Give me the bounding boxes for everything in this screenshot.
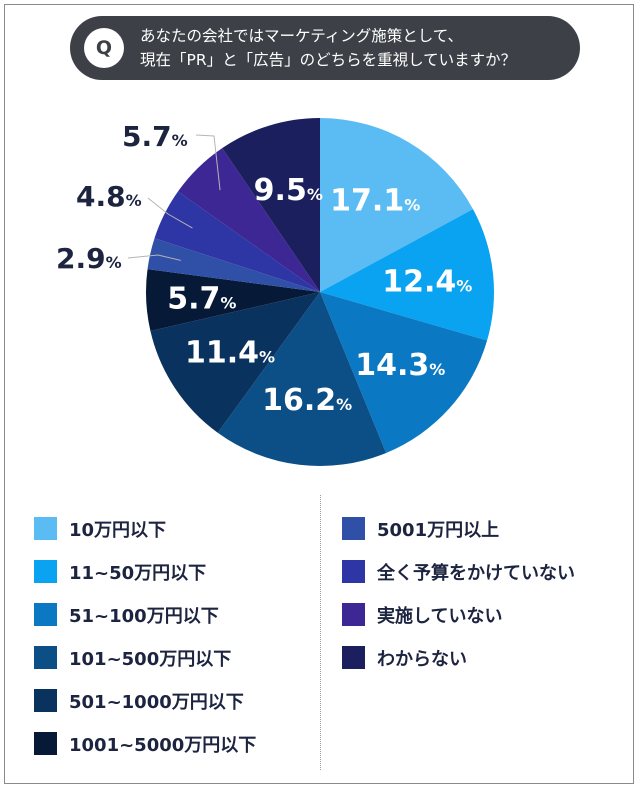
- leader-line: [127, 254, 181, 261]
- legend-item: 10万円以下: [34, 507, 256, 550]
- legend-label: わからない: [377, 648, 467, 670]
- pie-slice: [222, 118, 320, 292]
- legend-item: 1001~5000万円以下: [34, 722, 256, 765]
- pie-slice: [147, 238, 320, 292]
- pie-chart: 17.1% 12.4% 14.3%16.2% 11.4% 5.7% 2.9% 4.8% 5.7…: [56, 118, 494, 466]
- legend-label: 10万円以下: [69, 519, 167, 541]
- legend-swatch: [342, 517, 365, 540]
- legend-right-column: 5001万円以上全く予算をかけていない 実施していない わからない: [342, 507, 575, 679]
- question-badge: Q: [84, 28, 124, 68]
- legend-label: 5001万円以上: [377, 519, 500, 541]
- pie-slice: [320, 292, 488, 453]
- legend-swatch: [34, 732, 57, 755]
- legend-swatch: [34, 517, 57, 540]
- slice-value-label: 2.9%: [56, 242, 122, 275]
- legend-label: 501~1000万円以下: [69, 691, 244, 713]
- legend-label: 実施していない: [377, 605, 503, 627]
- legend-label: 51~100万円以下: [69, 605, 219, 627]
- pie-slice: [320, 209, 494, 341]
- legend-label: 全く予算をかけていない: [377, 562, 575, 584]
- legend-item: 101~500万円以下: [34, 636, 256, 679]
- slice-value-label: 5.7%: [122, 120, 188, 153]
- slice-value-label: 4.8%: [76, 180, 142, 213]
- legend-swatch: [342, 560, 365, 583]
- pie-slice: [217, 292, 387, 466]
- leader-line: [195, 134, 221, 191]
- pie-slice: [177, 148, 320, 292]
- leader-line: [147, 197, 193, 229]
- question-banner: Q あなたの会社ではマーケティング施策として、 現在「PR」と「広告」のどちらを…: [70, 16, 580, 80]
- pie-slice: [320, 118, 474, 292]
- legend-item: わからない: [342, 636, 575, 679]
- legend-swatch: [34, 603, 57, 626]
- slice-value-label: 9.5%: [254, 173, 323, 208]
- legend-swatch: [342, 603, 365, 626]
- question-text: あなたの会社ではマーケティング施策として、 現在「PR」と「広告」のどちらを重視…: [140, 24, 562, 72]
- slice-value-label: 16.2%: [262, 383, 352, 418]
- pie-slice: [146, 269, 320, 332]
- legend-item: 501~1000万円以下: [34, 679, 256, 722]
- slice-value-label: 14.3%: [355, 348, 445, 383]
- question-line-2: 現在「PR」と「広告」のどちらを重視していますか？: [140, 51, 517, 69]
- legend-label: 101~500万円以下: [69, 648, 232, 670]
- legend-label: 11~50万円以下: [69, 562, 207, 584]
- legend-divider: [320, 495, 321, 770]
- pie-slice: [154, 191, 320, 292]
- slice-value-label: 5.7%: [167, 282, 236, 317]
- legend-item: 11~50万円以下: [34, 550, 256, 593]
- legend-label: 1001~5000万円以下: [69, 734, 257, 756]
- legend-left-column: 10万円以下 11~50万円以下 51~100万円以下 101~500万円以下 501~…: [34, 507, 256, 765]
- legend-swatch: [34, 689, 57, 712]
- legend-swatch: [34, 560, 57, 583]
- legend-swatch: [342, 646, 365, 669]
- legend-item: 51~100万円以下: [34, 593, 256, 636]
- legend-swatch: [34, 646, 57, 669]
- slice-value-label: 11.4%: [185, 336, 275, 371]
- question-line-1: あなたの会社ではマーケティング施策として、: [140, 27, 464, 45]
- slice-value-label: 12.4%: [382, 264, 472, 299]
- pie-slice: [150, 292, 320, 433]
- legend-item: 全く予算をかけていない: [342, 550, 575, 593]
- legend-item: 5001万円以上: [342, 507, 575, 550]
- legend-item: 実施していない: [342, 593, 575, 636]
- slice-value-label: 17.1%: [330, 183, 420, 218]
